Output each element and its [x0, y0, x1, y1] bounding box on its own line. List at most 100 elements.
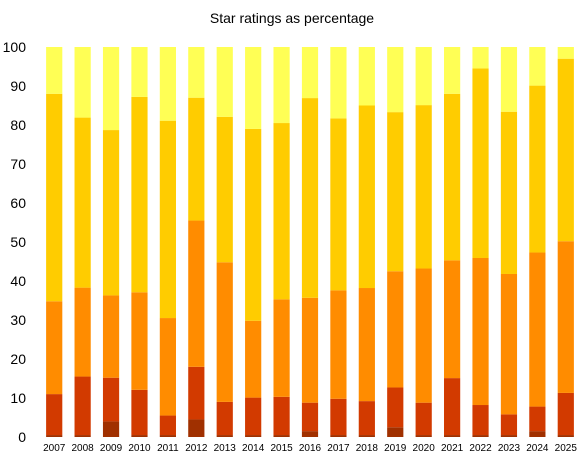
bar-segment-2023-s3 — [500, 273, 518, 415]
bar-segment-2012-s1 — [188, 419, 205, 437]
x-tick-label: 2025 — [555, 443, 578, 454]
bar-segment-2012-s3 — [188, 220, 205, 367]
bar-segment-2015-s5 — [273, 47, 290, 124]
bar-segment-2021-s2 — [444, 378, 461, 436]
bar-segment-2017-s3 — [330, 290, 347, 399]
bar-segment-2019-s4 — [387, 112, 404, 272]
y-tick-label: 100 — [3, 39, 27, 55]
bar-segment-2020-s1 — [415, 435, 432, 437]
bar-segment-2010-s1 — [131, 435, 148, 437]
bar-segment-2022-s1 — [472, 435, 489, 437]
bar-segment-2008-s4 — [74, 117, 91, 288]
bar-segment-2025-s5 — [557, 47, 574, 59]
bar-segment-2009-s2 — [102, 377, 120, 422]
bar-segment-2022-s3 — [472, 257, 489, 406]
bar-segment-2012-s2 — [188, 366, 205, 420]
bar-segment-2024-s5 — [529, 47, 546, 86]
x-tick-label: 2018 — [356, 443, 379, 454]
bar-segment-2015-s3 — [273, 299, 290, 397]
bar-segment-2008-s1 — [74, 435, 91, 437]
bar-segment-2016-s4 — [301, 98, 319, 298]
bar-segment-2021-s3 — [444, 260, 461, 379]
x-tick-label: 2014 — [242, 443, 265, 454]
bar-segment-2018-s4 — [358, 105, 375, 289]
bar-segment-2016-s2 — [301, 402, 319, 432]
y-tick-label: 40 — [10, 273, 26, 289]
x-tick-label: 2020 — [413, 443, 436, 454]
bar-segment-2008-s5 — [74, 47, 91, 118]
bar-segment-2007-s2 — [46, 394, 63, 436]
bar-segment-2024-s2 — [529, 406, 546, 432]
y-tick-label: 20 — [10, 351, 26, 367]
bar-segment-2011-s5 — [159, 47, 176, 121]
bar-segment-2021-s1 — [444, 435, 461, 437]
bar-segment-2023-s1 — [500, 435, 518, 437]
bar-segment-2019-s1 — [387, 427, 404, 437]
x-tick-label: 2017 — [327, 443, 350, 454]
bar-segment-2008-s2 — [74, 376, 91, 436]
bar-segment-2011-s4 — [159, 120, 176, 319]
bar-segment-2024-s4 — [529, 85, 546, 253]
bar-segment-2018-s5 — [358, 47, 375, 106]
y-tick-label: 60 — [10, 195, 26, 211]
bar-segment-2020-s3 — [415, 268, 432, 403]
bar-segment-2025-s3 — [557, 241, 574, 393]
bar-segment-2025-s4 — [557, 58, 574, 242]
bar-segment-2018-s3 — [358, 288, 375, 402]
y-tick-label: 90 — [10, 78, 26, 94]
bar-segment-2013-s5 — [216, 47, 233, 117]
bar-segment-2023-s5 — [500, 47, 518, 112]
y-tick-label: 10 — [10, 390, 26, 406]
bar-segment-2010-s4 — [131, 96, 148, 293]
chart-title: Star ratings as percentage — [209, 10, 375, 26]
bar-segment-2017-s1 — [330, 435, 347, 437]
bar-segment-2022-s5 — [472, 47, 489, 69]
x-tick-label: 2021 — [441, 443, 464, 454]
y-tick-label: 50 — [10, 234, 26, 250]
x-tick-label: 2011 — [157, 443, 179, 454]
bar-segment-2024-s3 — [529, 252, 546, 407]
bar-segment-2011-s1 — [159, 435, 176, 437]
x-tick-label: 2022 — [469, 443, 492, 454]
bar-segment-2007-s5 — [46, 47, 63, 94]
bar-segment-2025-s1 — [557, 435, 574, 437]
x-tick-label: 2016 — [299, 443, 322, 454]
y-tick-label: 0 — [18, 429, 26, 445]
x-tick-label: 2023 — [498, 443, 521, 454]
x-tick-label: 2007 — [43, 443, 66, 454]
bar-segment-2020-s4 — [415, 105, 432, 269]
bar-segment-2019-s2 — [387, 387, 404, 428]
bar-segment-2017-s4 — [330, 118, 347, 291]
bar-segment-2013-s4 — [216, 116, 233, 263]
bar-segment-2013-s1 — [216, 435, 233, 437]
bar-segment-2017-s5 — [330, 47, 347, 119]
x-tick-label: 2015 — [270, 443, 293, 454]
bar-segment-2017-s2 — [330, 398, 347, 436]
bar-segment-2018-s1 — [358, 435, 375, 437]
bar-segment-2010-s3 — [131, 292, 148, 390]
bar-segment-2023-s2 — [500, 414, 518, 436]
bar-segment-2022-s4 — [472, 68, 489, 258]
bar-segment-2016-s5 — [301, 47, 319, 99]
x-tick-label: 2008 — [72, 443, 95, 454]
bar-segment-2020-s5 — [415, 47, 432, 106]
bar-segment-2009-s3 — [102, 295, 120, 378]
bar-segment-2025-s2 — [557, 392, 574, 436]
x-tick-label: 2009 — [100, 443, 123, 454]
bar-segment-2015-s4 — [273, 123, 290, 300]
bar-segment-2007-s3 — [46, 301, 63, 395]
bar-segment-2015-s2 — [273, 396, 290, 436]
y-tick-label: 70 — [10, 156, 26, 172]
bar-segment-2014-s5 — [245, 47, 262, 129]
y-tick-label: 80 — [10, 117, 26, 133]
bar-segment-2009-s4 — [102, 130, 120, 296]
bar-segment-2014-s3 — [245, 320, 262, 398]
y-tick-label: 30 — [10, 312, 26, 328]
bar-segment-2019-s5 — [387, 47, 404, 113]
bar-segment-2023-s4 — [500, 111, 518, 274]
bar-segment-2013-s3 — [216, 262, 233, 402]
bar-segment-2008-s3 — [74, 287, 91, 377]
bar-segment-2014-s4 — [245, 128, 262, 321]
